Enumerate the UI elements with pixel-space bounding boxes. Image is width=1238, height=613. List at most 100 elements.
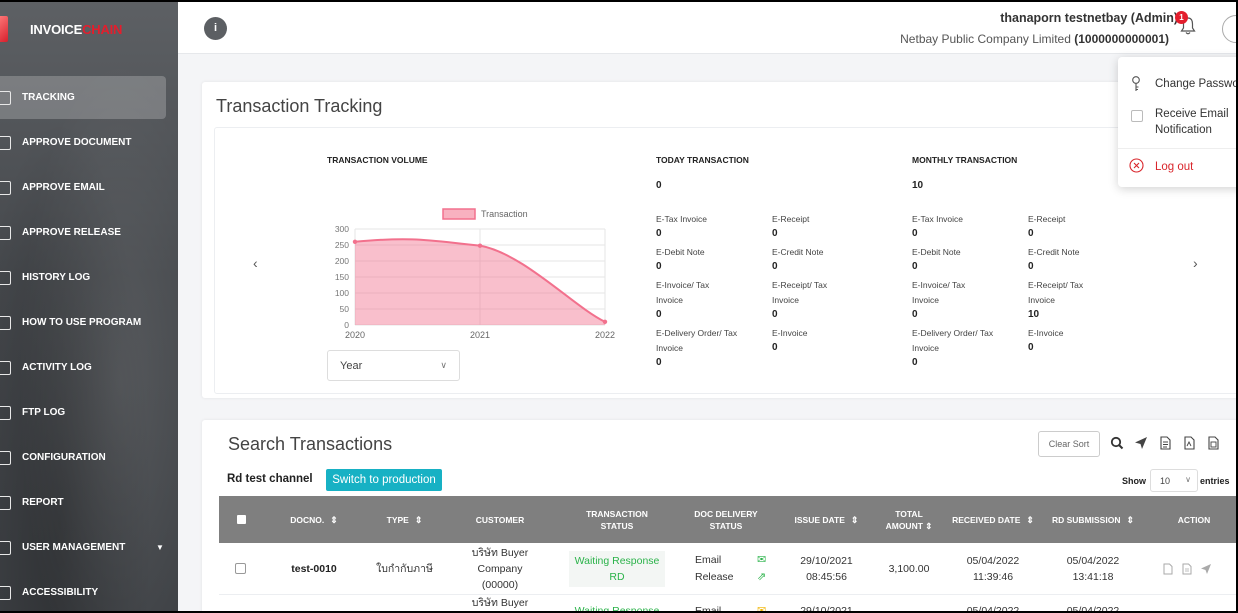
switch-to-production-button[interactable]: Switch to production xyxy=(326,469,442,491)
clear-sort-button[interactable]: Clear Sort xyxy=(1038,431,1100,457)
sidebar-item-accessibility[interactable]: ACCESSIBILITY xyxy=(0,571,166,611)
search-transactions-card: Search Transactions Clear Sort Rd test c… xyxy=(202,420,1236,611)
pdf-file-icon[interactable] xyxy=(1162,563,1174,575)
x-tick-label: 2020 xyxy=(345,330,365,340)
info-button[interactable]: i xyxy=(204,17,227,40)
accessibility-icon xyxy=(0,585,11,600)
th-issue-date[interactable]: ISSUE DATE ⇕ xyxy=(794,514,859,525)
sidebar-item-label: USER MANAGEMENT xyxy=(22,542,126,553)
select-all-checkbox[interactable] xyxy=(237,515,246,524)
email-notification-checkbox[interactable] xyxy=(1131,110,1143,122)
history-icon xyxy=(0,270,11,285)
th-rd-submission[interactable]: RD SUBMISSION ⇕ xyxy=(1051,514,1135,525)
sidebar-item-tracking[interactable]: TRACKING xyxy=(0,76,166,119)
user-menu-dropdown: Change Password Receive EmailNotificatio… xyxy=(1118,57,1236,187)
excel-file-icon[interactable] xyxy=(1206,436,1220,450)
change-password-item[interactable]: Change Password xyxy=(1118,69,1236,99)
notification-badge: 1 xyxy=(1175,11,1188,24)
th-docno[interactable]: DOCNO. ⇕ xyxy=(290,514,338,525)
th-received-date[interactable]: RECEIVED DATE ⇕ xyxy=(952,514,1034,525)
stat-label: E-Debit Note xyxy=(656,247,705,257)
row-checkbox[interactable] xyxy=(235,563,246,574)
y-tick-label: 150 xyxy=(335,272,349,282)
legend-label: Transaction xyxy=(481,209,528,219)
sidebar-item-activity-log[interactable]: ACTIVITY LOG xyxy=(0,346,166,389)
chevron-down-icon: ∨ xyxy=(1185,475,1191,484)
stat-value: 0 xyxy=(1028,228,1034,239)
book-icon xyxy=(0,315,11,330)
th-total-amount[interactable]: TOTAL AMOUNT ⇕ xyxy=(885,508,933,531)
stat-label: E-Invoice xyxy=(772,328,808,338)
tracking-icon xyxy=(0,90,11,105)
y-tick-label: 200 xyxy=(335,256,349,266)
document-icon xyxy=(0,135,11,150)
stat-label: E-Debit Note xyxy=(912,247,961,257)
cell-docno[interactable]: test-0010 xyxy=(291,563,337,575)
send-icon[interactable] xyxy=(1134,436,1148,450)
stat-value: 0 xyxy=(656,261,662,272)
receive-email-notification-item[interactable]: Receive Email Notification xyxy=(1118,104,1236,144)
sidebar-item-label: HISTORY LOG xyxy=(22,272,91,283)
data-point xyxy=(352,239,358,244)
th-transaction-status: TRANSACTION STATUS xyxy=(586,508,648,531)
period-select[interactable]: Year ∨ xyxy=(327,350,460,381)
sort-icon: ⇕ xyxy=(850,514,859,525)
cell-delivery-status: Email xyxy=(695,605,722,611)
sidebar-item-ftp-log[interactable]: FTP LOG xyxy=(0,391,166,434)
th-type[interactable]: TYPE ⇕ xyxy=(386,514,423,525)
send-icon[interactable] xyxy=(1200,563,1212,575)
list-icon xyxy=(0,405,11,420)
sidebar-item-approve-email[interactable]: APPROVE EMAIL xyxy=(0,166,166,209)
table-header: DOCNO. ⇕ TYPE ⇕ CUSTOMER TRANSACTION STATUS… xyxy=(219,496,1236,543)
table-row[interactable]: บริษัท Buyer Company Waiting Response Em… xyxy=(219,596,1236,611)
user-icon xyxy=(0,540,11,555)
file-text-icon[interactable] xyxy=(1181,563,1193,575)
page-title: Transaction Tracking xyxy=(216,96,383,116)
sidebar-item-how-to-use-program[interactable]: HOW TO USE PROGRAM xyxy=(0,301,166,344)
app-logo[interactable]: INVOICECHAIN xyxy=(0,12,178,46)
top-header: i thanaporn testnetbay (Admin) Netbay Pu… xyxy=(178,2,1236,54)
sidebar-item-report[interactable]: REPORT xyxy=(0,481,166,524)
gear-icon xyxy=(0,450,11,465)
sidebar-item-approve-release[interactable]: APPROVE RELEASE xyxy=(0,211,166,254)
stat-value: 0 xyxy=(772,309,778,320)
stat-label: E-Receipt xyxy=(1028,214,1066,224)
sidebar-item-approve-document[interactable]: APPROVE DOCUMENT xyxy=(0,121,166,164)
sidebar-nav: TRACKING APPROVE DOCUMENT APPROVE EMAIL APP… xyxy=(0,76,178,611)
logout-item[interactable]: Log out xyxy=(1118,148,1236,182)
user-avatar-button[interactable] xyxy=(1222,15,1236,43)
email-icon: ✉ xyxy=(757,605,767,611)
stat-value: 0 xyxy=(912,357,918,368)
stat-label: E-Receipt xyxy=(772,214,810,224)
entries-per-page-select[interactable]: 10 ∨ xyxy=(1150,469,1198,492)
stat-value: 0 xyxy=(912,309,918,320)
company-name: Netbay Public Company Limited (100000000… xyxy=(900,32,1169,46)
stat-label: E-Credit Note xyxy=(772,247,824,257)
today-total: 0 xyxy=(656,180,662,191)
prev-slide-chevron-left-icon[interactable]: ‹ xyxy=(253,255,258,271)
search-title: Search Transactions xyxy=(228,434,393,454)
cell-rd-submission: 05/04/2022 13:41:18 xyxy=(1066,555,1120,583)
key-icon xyxy=(1132,76,1140,91)
user-name: thanaporn testnetbay (Admin) xyxy=(1000,11,1178,25)
next-slide-chevron-right-icon[interactable]: › xyxy=(1193,255,1198,271)
monthly-title: MONTHLY TRANSACTION xyxy=(912,155,1018,165)
sidebar-item-user-management[interactable]: USER MANAGEMENT ▼ xyxy=(0,526,166,569)
pdf-file-icon[interactable] xyxy=(1182,436,1196,450)
search-icon[interactable] xyxy=(1110,436,1124,450)
table-row[interactable]: test-0010 ใบกำกับภาษี บริษัท Buyer Compa… xyxy=(219,543,1236,595)
cell-issue-date: 29/10/2021 08:45:56 xyxy=(800,555,853,583)
stat-label: E-Invoice/ Tax Invoice xyxy=(656,280,710,305)
file-text-icon[interactable] xyxy=(1158,436,1172,450)
invoicechain-logo-icon xyxy=(0,16,8,42)
transaction-tracking-card: Transaction Tracking ‹ › TRANSACTION VOL… xyxy=(202,82,1236,398)
report-icon xyxy=(0,495,11,510)
legend-swatch xyxy=(442,208,476,220)
cell-transaction-status: Waiting Response RD xyxy=(567,543,667,595)
stat-label: E-Receipt/ Tax Invoice xyxy=(772,280,828,305)
sidebar-item-configuration[interactable]: CONFIGURATION xyxy=(0,436,166,479)
sidebar-item-history-log[interactable]: HISTORY LOG xyxy=(0,256,166,299)
data-point xyxy=(477,243,483,248)
document-icon xyxy=(0,225,11,240)
cell-customer: บริษัท Buyer Company (00000) xyxy=(471,547,529,591)
